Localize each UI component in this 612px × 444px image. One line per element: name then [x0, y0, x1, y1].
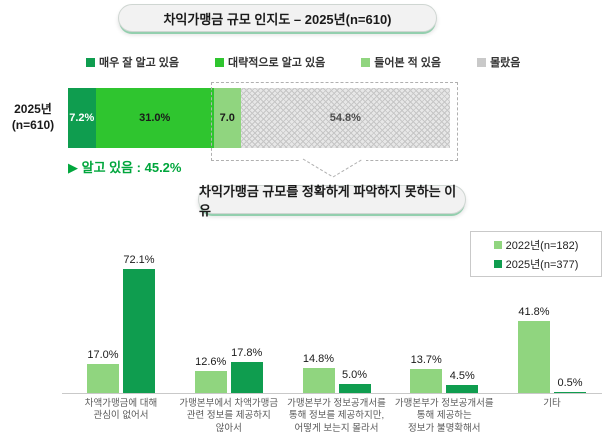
- segment-value-label: 7.0: [219, 112, 235, 124]
- grouped-bar: [446, 385, 479, 393]
- callout-arrow-gap: [300, 157, 366, 161]
- bottom-legend-label: 2022년(n=182): [505, 240, 579, 252]
- grouped-bar: [338, 384, 371, 393]
- grouped-bar: [194, 371, 227, 393]
- legend-swatch-icon: [493, 260, 502, 268]
- bar-value-label: 12.6%: [195, 356, 227, 368]
- bottom-chart-title-text: 차익가맹금 규모를 정확하게 파악하지 못하는 이유: [199, 183, 457, 218]
- top-legend-label: 몰랐음: [490, 57, 521, 69]
- category-label: 기타: [543, 398, 561, 409]
- bottom-legend-item: 2025년(n=377): [493, 256, 579, 272]
- reasons-grouped-bar-chart: 17.0% 72.1% 차액가맹금에 대해 관심이 없어서 12.6% 17.8% 가맹본…: [0, 220, 612, 444]
- stacked-bar-segment: 7.0: [213, 88, 241, 148]
- stacked-bar-segment: 54.8%: [240, 88, 450, 148]
- stacked-bar-segment: 31.0%: [95, 88, 214, 148]
- bar-value-label: 14.8%: [302, 353, 335, 365]
- segment-value-label: 54.8%: [329, 112, 361, 124]
- grouped-bar: [123, 269, 155, 393]
- bottom-chart-legend: 2022년(n=182) 2025년(n=377): [470, 231, 602, 277]
- awareness-stacked-bar: 7.2% 31.0% 7.0 54.8%: [68, 88, 450, 148]
- legend-swatch-icon: [86, 57, 95, 67]
- top-chart-title-text: 차익가맹금 규모 인지도 – 2025년(n=610): [163, 11, 392, 27]
- callout-arrow-icon: [302, 158, 364, 178]
- grouped-bar: [518, 321, 550, 393]
- bar-value-label: 4.5%: [449, 370, 475, 382]
- grouped-bar: [230, 362, 263, 393]
- legend-swatch-icon: [477, 57, 487, 67]
- grouped-bar: [87, 364, 119, 393]
- bottom-chart-title: 차익가맹금 규모를 정확하게 파악하지 못하는 이유: [198, 184, 466, 218]
- stacked-bar-row-label: 2025년 (n=610): [11, 102, 55, 132]
- grouped-bar: [554, 392, 586, 393]
- x-axis-line: [62, 393, 602, 394]
- category-label: 가맹본부에서 차액가맹금 관련 정보를 제공하지 않아서: [179, 398, 279, 434]
- aware-total-note: ▶ 알고 있음 : 45.2%: [68, 160, 182, 175]
- bottom-legend-label: 2025년(n=377): [505, 259, 579, 271]
- stacked-bar-segment: 7.2%: [68, 88, 96, 148]
- category-label: 가맹본부가 정보공개서를 통해 정보를 제공하지만, 어떻게 보는지 몰라서: [287, 398, 386, 434]
- top-legend-label: 대략적으로 알고 있음: [228, 57, 326, 69]
- top-legend-item: 들어본 적 있음: [361, 54, 441, 70]
- top-chart-title: 차익가맹금 규모 인지도 – 2025년(n=610): [118, 4, 437, 32]
- segment-value-label: 31.0%: [139, 112, 171, 124]
- legend-swatch-icon: [493, 241, 502, 249]
- top-legend-label: 들어본 적 있음: [374, 57, 442, 69]
- category-label: 차액가맹금에 대해 관심이 없어서: [84, 398, 158, 422]
- bar-value-label: 17.8%: [231, 347, 263, 359]
- bottom-legend-item: 2022년(n=182): [493, 237, 579, 253]
- grouped-bar: [302, 368, 335, 393]
- bar-value-label: 5.0%: [341, 369, 368, 381]
- bar-value-label: 0.5%: [557, 377, 583, 389]
- segment-value-label: 7.2%: [69, 112, 95, 124]
- top-legend-item: 몰랐음: [477, 54, 520, 70]
- grouped-bar: [410, 369, 443, 393]
- bar-value-label: 41.8%: [518, 306, 550, 318]
- bar-value-label: 17.0%: [87, 349, 119, 361]
- top-legend-item: 매우 잘 알고 있음: [86, 54, 179, 70]
- top-legend-label: 매우 잘 알고 있음: [99, 57, 180, 69]
- legend-swatch-icon: [361, 57, 371, 67]
- category-label: 가맹본부가 정보공개서를 통해 제공하는 정보가 불명확해서: [394, 398, 494, 434]
- top-legend-item: 대략적으로 알고 있음: [215, 54, 325, 70]
- bar-value-label: 13.7%: [410, 354, 442, 366]
- legend-swatch-icon: [215, 57, 225, 67]
- bar-value-label: 72.1%: [123, 254, 155, 266]
- top-chart-legend: 매우 잘 알고 있음 대략적으로 알고 있음 들어본 적 있음 몰랐음: [86, 54, 520, 70]
